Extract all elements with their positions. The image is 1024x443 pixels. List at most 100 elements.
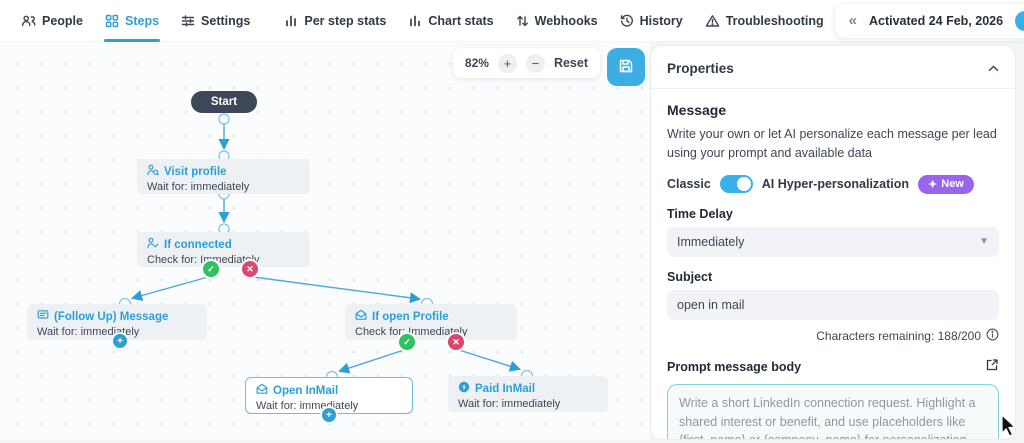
node-title: If connected [164,238,232,251]
message-icon [37,309,49,324]
save-button[interactable] [607,48,645,86]
sparkle-icon: ✦ [928,178,938,191]
zoom-in-button[interactable]: + [497,53,517,73]
time-delay-label: Time Delay [667,206,733,221]
arrows-up-down-icon [516,14,529,28]
add-step-badge[interactable]: + [113,334,127,348]
plus-icon: + [326,409,332,421]
characters-remaining-row: Characters remaining: 188/200 [667,328,999,344]
branch-no-badge[interactable]: ✕ [448,334,464,350]
node-paid-inmail[interactable]: Paid InMail Wait for: immediately [448,376,608,412]
visit-profile-icon [147,164,159,179]
bar-chart-icon [284,14,298,28]
activation-pill: « Activated 24 Feb, 2026 [834,3,1024,38]
characters-remaining-text: Characters remaining: 188/200 [816,328,981,343]
properties-body: Message Write your own or let AI persona… [651,89,1015,439]
activation-toggle[interactable] [1015,10,1024,31]
new-badge[interactable]: ✦ New [918,174,974,194]
tab-settings[interactable]: Settings [170,0,261,42]
ai-hyper-personalization-label: AI Hyper-personalization [761,177,910,192]
check-icon: ✓ [207,263,215,274]
prompt-header: Prompt message body [667,358,999,377]
mode-row: Classic AI Hyper-personalization ✦ New [667,174,999,194]
branch-yes-badge[interactable]: ✓ [203,261,219,277]
node-if-open-profile[interactable]: If open Profile Check for: Immediately [345,304,517,340]
tab-label: Steps [125,13,160,28]
tab-label: People [42,13,83,28]
tab-steps[interactable]: Steps [94,0,170,42]
tab-chart-stats[interactable]: Chart stats [397,0,504,42]
branch-yes-badge[interactable]: ✓ [399,334,415,350]
node-title: If open Profile [372,310,449,323]
node-visit-profile[interactable]: Visit profile Wait for: immediately [137,159,310,194]
node-title: Paid InMail [475,382,536,395]
node-if-connected[interactable]: If connected Check for: Immediately [137,232,310,267]
zoom-out-button[interactable]: − [525,53,545,73]
zoom-level: 82% [464,56,489,70]
zoom-toolbar: 82% + − Reset [452,48,600,78]
node-title: (Follow Up) Message [54,310,169,323]
check-icon: ✓ [403,336,411,347]
time-delay-value: Immediately [677,234,745,249]
toggle-knob [736,177,751,192]
section-title: Message [667,102,727,118]
open-mail-icon [256,383,268,398]
classic-label: Classic [667,177,711,192]
tab-label: Chart stats [428,13,494,28]
node-start[interactable]: Start [191,91,257,113]
tab-webhooks[interactable]: Webhooks [505,0,609,42]
tab-per-step-stats[interactable]: Per step stats [273,0,397,42]
chevron-up-icon[interactable] [988,59,999,77]
top-navigation: People Steps Settings Per step stats Cha… [0,0,1024,42]
save-icon [618,58,634,77]
branch-no-badge[interactable]: ✕ [242,261,258,277]
node-title: Visit profile [164,165,227,178]
activation-label: Activated 24 Feb, 2026 [868,13,1004,28]
info-icon[interactable] [986,328,999,344]
subject-label: Subject [667,269,713,284]
history-icon [620,14,634,28]
node-subtitle: Wait for: immediately [458,398,561,410]
tab-troubleshooting[interactable]: Troubleshooting [694,0,835,42]
new-badge-label: New [941,178,964,191]
node-subtitle: Wait for: immediately [37,326,140,338]
panel-title: Properties [667,60,734,76]
tab-history[interactable]: History [609,0,694,42]
tab-label: Settings [201,13,251,28]
sliders-icon [181,14,195,28]
node-subtitle: Check for: Immediately [355,326,468,338]
properties-panel: Properties Message Write your own or let… [650,45,1016,440]
tab-label: Per step stats [304,13,387,28]
node-title: Start [210,96,238,108]
main-area: Start Visit profile Wait for: immediatel… [0,42,1024,440]
plus-icon: + [117,335,123,347]
collapse-panel-icon[interactable]: « [848,12,857,29]
node-subtitle: Check for: Immediately [147,254,260,266]
paid-inmail-icon [458,381,470,396]
mode-toggle[interactable] [719,175,753,194]
properties-header: Properties [651,46,1015,89]
tab-label: Webhooks [534,13,598,28]
bar-chart-icon [408,14,422,28]
tab-label: History [639,13,683,28]
person-check-icon [147,237,159,252]
people-icon [21,14,36,28]
cross-icon: ✕ [246,263,254,274]
message-description: Write your own or let AI personalize eac… [667,127,997,161]
tab-people[interactable]: People [10,0,94,42]
subject-input[interactable] [667,289,999,320]
prompt-message-body-textarea[interactable] [667,383,999,439]
warning-icon [705,14,720,28]
node-title: Open InMail [273,384,339,397]
prompt-body-label: Prompt message body [667,360,802,375]
flow-canvas[interactable]: Start Visit profile Wait for: immediatel… [0,42,650,440]
node-subtitle: Wait for: immediately [147,181,250,193]
time-delay-select[interactable]: Immediately ▼ [667,226,999,257]
cross-icon: ✕ [452,336,460,347]
expand-icon[interactable] [985,358,999,377]
grid-icon [105,14,119,28]
open-mail-icon [355,309,367,324]
zoom-reset-button[interactable]: Reset [553,56,588,70]
add-step-badge[interactable]: + [322,408,336,422]
caret-down-icon: ▼ [979,236,989,248]
